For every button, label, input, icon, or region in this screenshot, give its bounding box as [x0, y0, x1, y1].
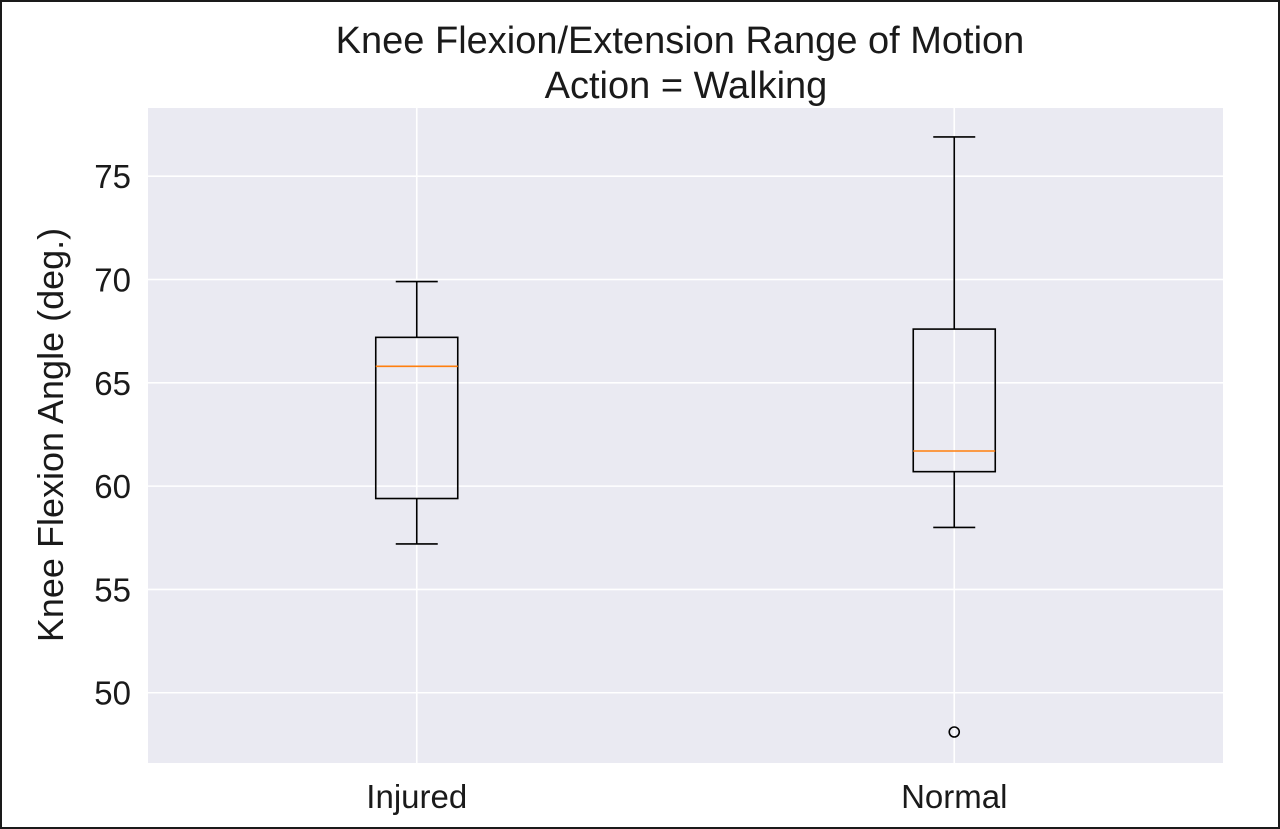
chart-title: Knee Flexion/Extension Range of Motion: [336, 20, 1025, 62]
box-group-normal: [912, 136, 997, 738]
y-tick-label: 70: [94, 261, 131, 298]
outlier-point: [948, 726, 961, 738]
y-tick-label: 60: [94, 468, 131, 505]
x-tick-label: Normal: [901, 778, 1007, 815]
y-axis-label: Knee Flexion Angle (deg.): [30, 228, 71, 642]
tick-labels: 50 55 60 65 70 75 Injured Normal: [94, 158, 1007, 815]
y-tick-label: 50: [94, 675, 131, 712]
iqr-box: [912, 328, 997, 473]
box-group-injured: [374, 280, 459, 545]
grid-lines: [148, 108, 1223, 763]
y-tick-label: 75: [94, 158, 131, 195]
y-tick-label: 65: [94, 365, 131, 402]
plot-area: [148, 108, 1223, 763]
y-tick-label: 55: [94, 571, 131, 608]
x-tick-label: Injured: [366, 778, 467, 815]
chart-subtitle: Action = Walking: [545, 65, 828, 107]
boxes: [374, 136, 997, 738]
iqr-box: [374, 336, 459, 500]
